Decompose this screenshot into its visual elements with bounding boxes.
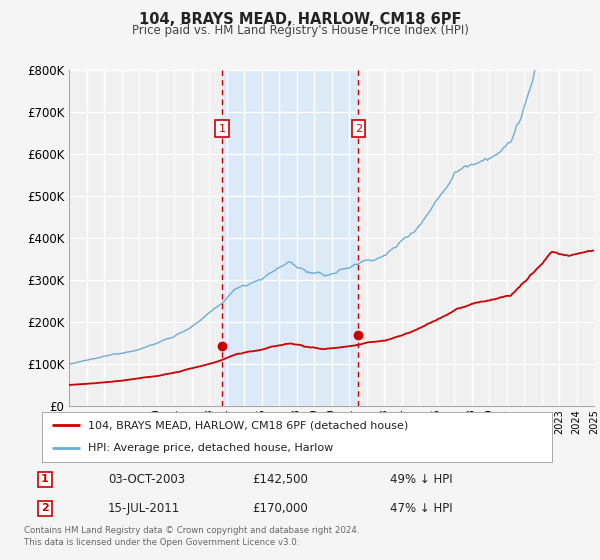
- Text: 1: 1: [41, 474, 49, 484]
- Text: 15-JUL-2011: 15-JUL-2011: [108, 502, 180, 515]
- Text: 2: 2: [41, 503, 49, 514]
- Bar: [222, 70, 358, 406]
- Text: 2: 2: [355, 124, 362, 134]
- Text: Price paid vs. HM Land Registry's House Price Index (HPI): Price paid vs. HM Land Registry's House …: [131, 24, 469, 37]
- Text: 47% ↓ HPI: 47% ↓ HPI: [390, 502, 452, 515]
- Text: 49% ↓ HPI: 49% ↓ HPI: [390, 473, 452, 486]
- Text: 1: 1: [218, 124, 226, 134]
- Text: This data is licensed under the Open Government Licence v3.0.: This data is licensed under the Open Gov…: [24, 538, 299, 547]
- Text: £170,000: £170,000: [252, 502, 308, 515]
- Text: £142,500: £142,500: [252, 473, 308, 486]
- Text: Contains HM Land Registry data © Crown copyright and database right 2024.: Contains HM Land Registry data © Crown c…: [24, 526, 359, 535]
- Text: 03-OCT-2003: 03-OCT-2003: [108, 473, 185, 486]
- Text: 104, BRAYS MEAD, HARLOW, CM18 6PF: 104, BRAYS MEAD, HARLOW, CM18 6PF: [139, 12, 461, 27]
- Text: 104, BRAYS MEAD, HARLOW, CM18 6PF (detached house): 104, BRAYS MEAD, HARLOW, CM18 6PF (detac…: [88, 420, 408, 430]
- Text: HPI: Average price, detached house, Harlow: HPI: Average price, detached house, Harl…: [88, 444, 333, 454]
